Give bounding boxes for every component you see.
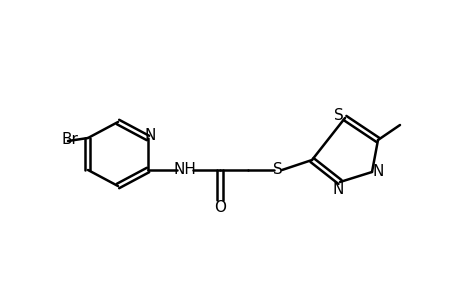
Text: O: O (213, 200, 225, 215)
Text: S: S (333, 109, 343, 124)
Text: N: N (371, 164, 383, 179)
Text: S: S (273, 163, 282, 178)
Text: NH: NH (173, 163, 196, 178)
Text: Br: Br (62, 133, 78, 148)
Text: N: N (144, 128, 155, 143)
Text: N: N (331, 182, 343, 197)
